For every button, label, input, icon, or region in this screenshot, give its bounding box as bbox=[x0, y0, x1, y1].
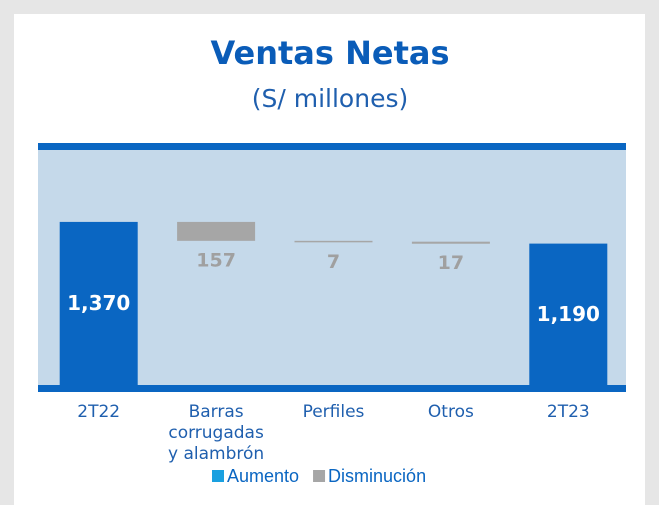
legend-label: Disminución bbox=[328, 466, 426, 486]
chart-title: Ventas Netas bbox=[211, 34, 450, 72]
x-tick-label: Barras corrugadas y alambrón bbox=[168, 402, 265, 464]
decrease-bar bbox=[177, 221, 256, 241]
x-tick-label: 2T23 bbox=[546, 402, 590, 422]
x-tick-label: Perfiles bbox=[302, 402, 365, 422]
legend-swatch bbox=[212, 470, 224, 482]
legend-swatch bbox=[313, 470, 326, 482]
baseline-band bbox=[38, 385, 626, 392]
total-bar bbox=[59, 221, 138, 387]
value-label: 1,370 bbox=[67, 291, 130, 315]
decrease-bar bbox=[411, 241, 490, 244]
x-tick-label: 2T22 bbox=[77, 402, 121, 422]
value-label: 7 bbox=[327, 251, 340, 273]
chart-subtitle: (S/ millones) bbox=[252, 84, 408, 113]
decrease-bar bbox=[294, 240, 373, 243]
value-label: 1,190 bbox=[537, 302, 600, 326]
value-label: 17 bbox=[438, 252, 464, 274]
top-band bbox=[38, 143, 626, 150]
x-tick-label: Otros bbox=[427, 402, 474, 422]
total-bar bbox=[529, 243, 608, 387]
legend-label: Aumento bbox=[227, 466, 299, 486]
value-label: 157 bbox=[196, 249, 236, 271]
